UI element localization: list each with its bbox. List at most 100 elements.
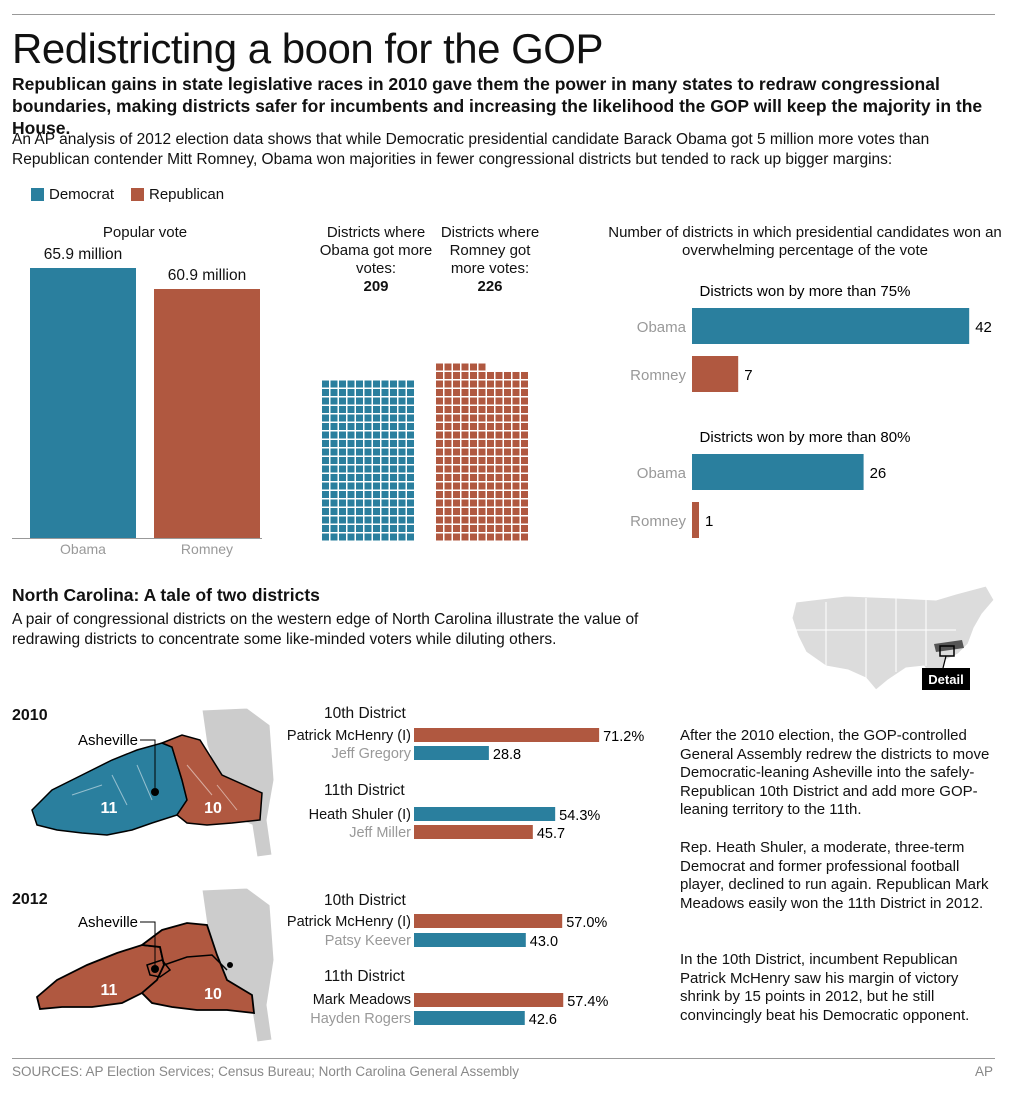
district-square [521, 525, 528, 532]
district-square [453, 499, 460, 507]
district-square [478, 474, 486, 481]
district-square [347, 474, 355, 481]
district-square [356, 465, 363, 473]
district-square [504, 448, 511, 456]
district-square [322, 465, 329, 473]
district-square [487, 431, 494, 439]
district-square [398, 457, 406, 464]
district-square [461, 508, 469, 515]
district-square [478, 423, 486, 430]
district-square [330, 414, 338, 422]
district-square [478, 508, 486, 515]
district-square [495, 414, 503, 422]
district-square [436, 440, 443, 447]
district-square [398, 508, 406, 515]
district-square [398, 474, 406, 481]
district-square [347, 414, 355, 422]
district-square [381, 406, 389, 413]
district-square [478, 440, 486, 447]
district-square [436, 414, 443, 422]
district-square [347, 491, 355, 498]
district-square [390, 397, 397, 405]
district-square [512, 423, 520, 430]
district-square [398, 414, 406, 422]
sources: SOURCES: AP Election Services; Census Bu… [12, 1064, 519, 1079]
district-square [470, 474, 477, 481]
district-square [521, 440, 528, 447]
district-square [470, 508, 477, 515]
district-square [322, 380, 329, 388]
district-square [322, 431, 329, 439]
district-square [347, 482, 355, 490]
district-square [512, 516, 520, 524]
district-square [322, 440, 329, 447]
district-square [390, 423, 397, 430]
obama-districts-squares [322, 380, 414, 541]
district-square [330, 440, 338, 447]
district-square [356, 431, 363, 439]
district-square [470, 482, 477, 490]
nc-section-intro: A pair of congressional districts on the… [12, 611, 639, 648]
district-square [373, 499, 380, 507]
districts-waffle-chart [322, 363, 528, 541]
legend-label-republican: Republican [149, 186, 225, 203]
district-square [461, 525, 469, 532]
margin-value: 26 [870, 465, 887, 482]
district-square [478, 389, 486, 396]
romney-districts-count: 226 [477, 278, 503, 295]
result-value: 45.7 [537, 826, 565, 842]
result-bar [414, 825, 533, 839]
district-square [356, 474, 363, 481]
district-square [504, 457, 511, 464]
popular-vote-bar-obama [30, 268, 136, 538]
district-square [487, 414, 494, 422]
district-square [512, 414, 520, 422]
district-square [322, 499, 329, 507]
cand-2012-10-d: Patsy Keever [324, 933, 411, 949]
district-square [487, 499, 494, 507]
district-square [364, 525, 372, 532]
district-square [407, 397, 414, 405]
district-square [347, 423, 355, 430]
district-square [373, 423, 380, 430]
district-square [339, 533, 346, 541]
results-2010-10th-title: 10th District [324, 705, 406, 722]
district-square [504, 525, 511, 532]
district-square [470, 448, 477, 456]
district-square [504, 431, 511, 439]
district-square [373, 448, 380, 456]
district-square [444, 423, 452, 430]
district-square [470, 525, 477, 532]
district-square [347, 448, 355, 456]
result-bar [414, 993, 564, 1007]
district-square [381, 516, 389, 524]
margin-bar [692, 356, 739, 392]
district-square [512, 525, 520, 532]
district-square [461, 406, 469, 413]
district-square [339, 423, 346, 430]
district-square [364, 431, 372, 439]
district-square [373, 491, 380, 498]
district-square [461, 414, 469, 422]
district-square [339, 431, 346, 439]
district-square [521, 406, 528, 413]
district-square [521, 482, 528, 490]
district-square [512, 389, 520, 396]
district-square [478, 516, 486, 524]
district-square [322, 423, 329, 430]
district-square [322, 508, 329, 515]
district-square [512, 448, 520, 456]
chatter: Republican gains in state legislative ra… [12, 74, 983, 138]
district-square [339, 465, 346, 473]
cand-2012-11-d: Hayden Rogers [310, 1011, 411, 1027]
nc-map-2012: Asheville 11 10 [35, 887, 275, 1043]
district-square [322, 482, 329, 490]
legend-swatch-republican [131, 188, 144, 201]
district-square [521, 423, 528, 430]
district-square [453, 423, 460, 430]
district-square [364, 389, 372, 396]
result-value: 57.4% [567, 994, 608, 1010]
district-square [347, 508, 355, 515]
district-square [407, 406, 414, 413]
popular-vote-category-obama: Obama [60, 541, 106, 557]
